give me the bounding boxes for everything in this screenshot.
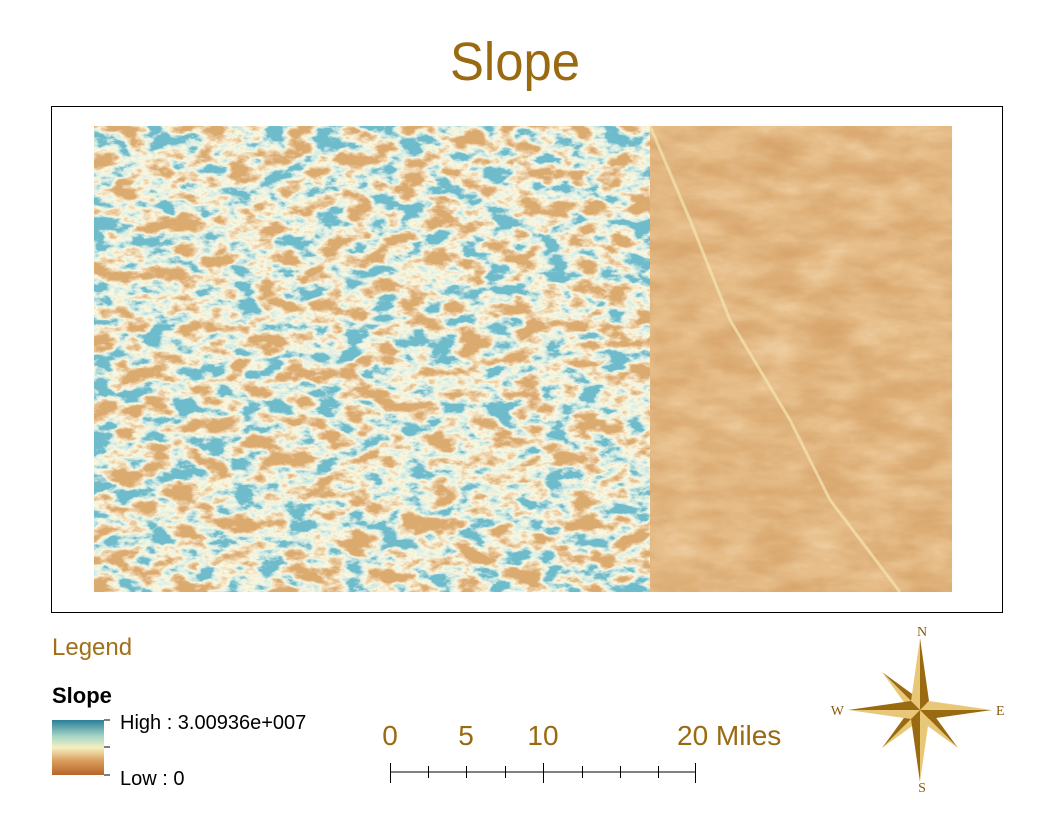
scale-label: 20 Miles [677, 720, 781, 751]
compass-w: W [831, 704, 845, 719]
scale-label: 5 [458, 720, 474, 751]
map-title: Slope [450, 32, 580, 92]
scale-bar: 0 5 10 20 Miles [382, 720, 781, 751]
north-arrow: N S E W [831, 625, 1005, 796]
raster-plain [650, 126, 952, 592]
legend-low: Low : 0 [120, 768, 184, 790]
map-frame [51, 106, 1003, 613]
legend-ramp [52, 720, 104, 775]
legend-high: High : 3.00936e+007 [120, 712, 306, 734]
legend-heading: Legend [52, 634, 132, 661]
scale-label: 0 [382, 720, 398, 751]
compass-n: N [917, 625, 927, 640]
legend-layer: Slope [52, 683, 112, 708]
compass-cardinals [848, 638, 992, 782]
slope-raster [94, 126, 952, 592]
scale-bar-line [390, 763, 696, 783]
compass-e: E [996, 704, 1005, 719]
scale-label: 10 [527, 720, 558, 751]
escarpment [648, 126, 902, 592]
compass-s: S [918, 781, 926, 796]
